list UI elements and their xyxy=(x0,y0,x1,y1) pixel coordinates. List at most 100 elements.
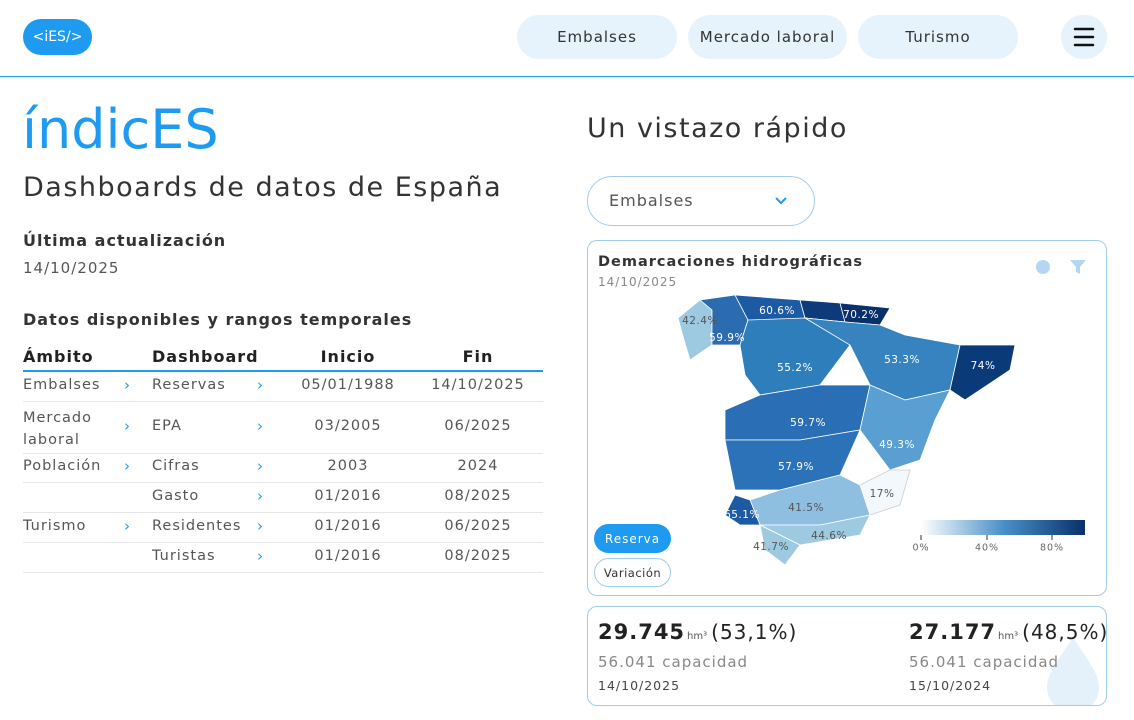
region-label: 65.1% xyxy=(724,509,760,521)
stat-percent: (48,5%) xyxy=(1022,620,1109,644)
region[interactable] xyxy=(949,344,1016,401)
select[interactable]: Embalses xyxy=(587,176,815,226)
region-label: 74% xyxy=(971,360,996,372)
table-title: Datos disponibles y rangos temporales xyxy=(23,310,413,329)
map-button[interactable]: Reserva xyxy=(594,524,671,553)
region-label: 59.9% xyxy=(709,332,745,344)
tool-icon[interactable] xyxy=(1036,260,1050,274)
region[interactable] xyxy=(759,524,801,566)
table-cell: 06/2025 xyxy=(444,418,512,434)
quick-heading: Un vistazo rápido xyxy=(587,113,848,144)
stat-unit: hm³ xyxy=(998,631,1019,642)
table-cell: 14/10/2025 xyxy=(431,377,525,393)
chevron[interactable]: › xyxy=(124,417,130,435)
nav-link[interactable]: Embalses xyxy=(517,15,677,59)
nav-link[interactable]: Turismo xyxy=(858,15,1018,59)
legend-label: 40% xyxy=(975,543,999,554)
table-cell: 05/01/1988 xyxy=(301,377,395,393)
region-label: 53.3% xyxy=(884,354,920,366)
row-rule xyxy=(23,453,543,454)
stat-capacity: 56.041 capacidad xyxy=(909,653,1060,671)
table-cell: Turismo xyxy=(23,518,87,534)
table-cell[interactable]: Cifras xyxy=(152,458,200,474)
table-cell[interactable]: Gasto xyxy=(152,488,200,504)
table-cell: 01/2016 xyxy=(314,488,382,504)
chevron[interactable]: › xyxy=(124,457,130,475)
chevron[interactable]: › xyxy=(257,376,263,394)
legend-label: 0% xyxy=(912,543,929,554)
table-cell: 06/2025 xyxy=(444,518,512,534)
tool-icon[interactable] xyxy=(1070,260,1086,274)
table-cell[interactable]: Turistas xyxy=(152,548,216,564)
table-cell: 2024 xyxy=(457,458,499,474)
region[interactable] xyxy=(724,494,761,526)
region-label: 41.5% xyxy=(788,502,824,514)
table-cell: 08/2025 xyxy=(444,548,512,564)
table-cell: 03/2005 xyxy=(314,418,382,434)
table-header: Dashboard xyxy=(152,347,259,366)
table-header: Ámbito xyxy=(23,347,94,366)
region[interactable] xyxy=(677,299,713,361)
map-tools xyxy=(1036,260,1086,274)
region-label: 41.7% xyxy=(753,541,789,553)
hero-subtitle: Dashboards de datos de España xyxy=(23,172,503,203)
table-cell[interactable]: Residentes xyxy=(152,518,242,534)
stats-card xyxy=(587,606,1107,706)
chevron[interactable]: › xyxy=(257,457,263,475)
legend-ticks xyxy=(920,535,1053,540)
table-cell: 01/2016 xyxy=(314,548,382,564)
select-arrow xyxy=(775,197,787,205)
table-cell: Mercado laboral xyxy=(23,410,93,448)
menu-icon xyxy=(1073,27,1095,47)
drop-icon xyxy=(1047,637,1099,705)
select-value: Embalses xyxy=(609,191,694,210)
chevron[interactable]: › xyxy=(257,517,263,535)
stat-capacity: 56.041 capacidad xyxy=(598,653,749,671)
stat-date: 14/10/2025 xyxy=(598,678,681,693)
header-rule xyxy=(23,370,543,372)
table-cell: 01/2016 xyxy=(314,518,382,534)
stat-value: 27.177 xyxy=(909,620,997,644)
stat-unit: hm³ xyxy=(687,631,708,642)
row-rule xyxy=(23,572,543,573)
update-label: Última actualización xyxy=(23,231,227,250)
row-rule xyxy=(23,401,543,402)
menu-button[interactable] xyxy=(1061,15,1107,59)
legend-label: 80% xyxy=(1040,543,1064,554)
stat-date: 15/10/2024 xyxy=(909,678,992,693)
map: 42.4% 60.6% 70.2% 59.9% 55.2% 53.3% 74% 59.7% 49… xyxy=(677,260,1086,566)
region-label: 55.2% xyxy=(777,362,813,374)
row-rule xyxy=(23,512,543,513)
region-label: 57.9% xyxy=(778,461,814,473)
table-header: Fin xyxy=(462,347,494,366)
table-cell: 08/2025 xyxy=(444,488,512,504)
chevron[interactable]: › xyxy=(124,517,130,535)
table-cell: 2003 xyxy=(327,458,369,474)
region-label: 42.4% xyxy=(682,315,718,327)
hero-title: índicES xyxy=(22,98,219,161)
map-button[interactable]: Variación xyxy=(594,558,671,587)
logo[interactable]: <iES/> xyxy=(23,19,92,55)
header-rule xyxy=(0,76,1134,77)
table-cell: Población xyxy=(23,458,102,474)
region-label: 49.3% xyxy=(879,439,915,451)
region[interactable] xyxy=(859,469,911,516)
chevron[interactable]: › xyxy=(124,376,130,394)
table-cell[interactable]: EPA xyxy=(152,418,182,434)
region-label: 17% xyxy=(870,488,895,500)
chevron[interactable]: › xyxy=(257,487,263,505)
region[interactable] xyxy=(859,384,951,471)
nav-link[interactable]: Mercado laboral xyxy=(688,15,847,59)
table-header: Inicio xyxy=(320,347,376,366)
table-cell[interactable]: Reservas xyxy=(152,377,226,393)
stat-value-line: 29.745 hm³ (53,1%) xyxy=(598,620,797,644)
chevron[interactable]: › xyxy=(257,417,263,435)
stat-value-line: 27.177 hm³ (48,5%) xyxy=(909,620,1108,644)
update-date: 14/10/2025 xyxy=(23,259,120,277)
map-card xyxy=(587,240,1107,596)
chevron[interactable]: › xyxy=(257,547,263,565)
region-label: 59.7% xyxy=(790,417,826,429)
map-date: 14/10/2025 xyxy=(598,275,678,289)
